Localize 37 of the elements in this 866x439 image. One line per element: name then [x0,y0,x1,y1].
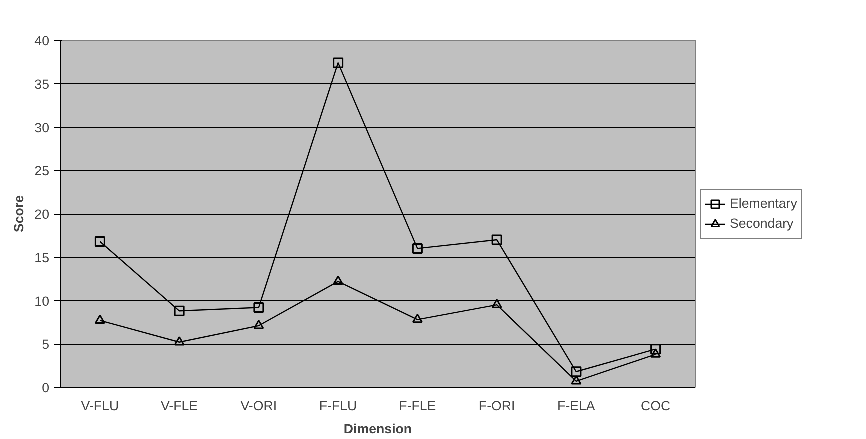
point [94,314,106,324]
y-tick-label: 20 [34,207,50,222]
point [333,58,344,68]
x-axis-title: Dimension [344,422,412,436]
x-tick-label: COC [641,398,671,414]
y-tick-label: 0 [42,380,50,396]
point [571,366,582,378]
legend-label: Elementary [730,196,798,211]
point [412,243,423,254]
x-tick-label: V-ORI [240,398,278,414]
point [174,336,185,346]
x-tick-label: F-ORI [478,398,516,414]
point [174,306,185,316]
point [650,348,662,358]
x-tick-label: F-FLU [319,398,358,414]
y-tick-label: 40 [34,34,50,48]
point [412,314,423,324]
y-tick-label: 5 [42,337,50,352]
y-tick-label: 25 [34,164,50,179]
x-tick-label: V-FLE [161,398,198,414]
y-tick-label: 35 [34,76,50,92]
point [571,375,582,385]
point [254,320,264,330]
y-tick-label: 30 [34,120,50,136]
point [492,299,502,308]
point [333,276,344,286]
legend-label: Secondary [730,216,794,231]
point [94,236,106,248]
x-tick-label: F-ELA [558,398,596,414]
y-tick-label: 10 [34,294,50,309]
x-tick-label: F-FLE [399,398,436,414]
x-tick-label: V-FLU [81,398,120,414]
y-tick-label: 15 [34,250,50,266]
y-axis-title: Score [12,195,27,233]
point [650,344,662,355]
point [254,302,264,313]
point [492,234,502,246]
